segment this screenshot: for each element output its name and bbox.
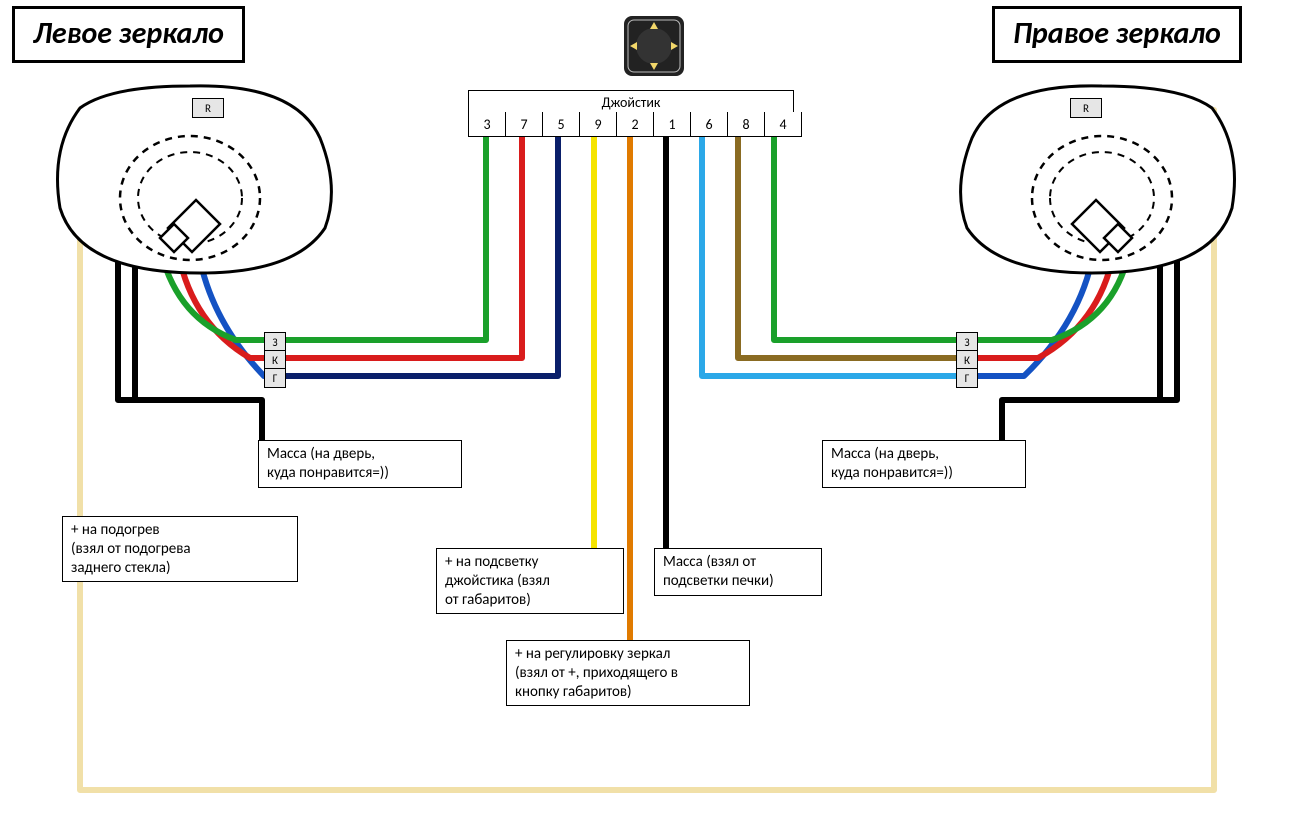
pin-6: 6 (691, 112, 728, 137)
wire-pin8-brown-right (738, 136, 976, 358)
heater-label: R (1083, 102, 1089, 115)
heater-label: R (205, 102, 211, 115)
note-line: + на регулировку зеркал (515, 645, 741, 664)
note-line: (взял от +, приходящего в (515, 664, 741, 683)
pin-8: 8 (728, 112, 765, 137)
note-line: Масса (на дверь, (831, 445, 1017, 464)
note-line: кнопку габаритов) (515, 683, 741, 702)
wire-pin6-lblue-right (702, 136, 976, 376)
pin-9: 9 (580, 112, 617, 137)
note-line: Масса (на дверь, (267, 445, 453, 464)
left-mirror (40, 78, 340, 278)
right-heater-resistor: R (1070, 98, 1102, 118)
title-left-text: Левое зеркало (33, 15, 224, 52)
pin-1: 1 (654, 112, 691, 137)
joystick-header: Джойстик (468, 90, 794, 113)
note-line: + на подогрев (71, 521, 289, 540)
connector-pin-К: К (956, 350, 978, 370)
connector-pin-З: З (956, 332, 978, 352)
note-line: от габаритов) (445, 591, 615, 610)
diagram-stage: Левое зеркало Правое зеркало Джойстик 37… (0, 0, 1298, 827)
pin-5: 5 (543, 112, 580, 137)
title-right-text: Правое зеркало (1013, 15, 1221, 52)
connector-pin-К: К (264, 350, 286, 370)
left-heater-resistor: R (192, 98, 224, 118)
joystick-pins: 375921684 (468, 112, 802, 137)
pin-3: 3 (468, 112, 506, 137)
wire-pin4-green-right (774, 136, 976, 340)
pin-7: 7 (506, 112, 543, 137)
connector-pin-Г: Г (956, 368, 978, 388)
note-left-heater: + на подогрев(взял от подогревазаднего с… (62, 516, 298, 582)
note-line: заднего стекла) (71, 559, 289, 578)
note-line: подсветки печки) (663, 572, 813, 591)
right-mirror (952, 78, 1252, 278)
connector-pin-Г: Г (264, 368, 286, 388)
note-center-mass: Масса (взял отподсветки печки) (654, 548, 822, 596)
note-line: куда понравится=)) (267, 464, 453, 483)
joystick-header-text: Джойстик (602, 94, 661, 111)
title-left-mirror: Левое зеркало (12, 6, 245, 63)
note-left-mass: Масса (на дверь,куда понравится=)) (258, 440, 462, 488)
note-line: (взял от подогрева (71, 540, 289, 559)
pin-2: 2 (617, 112, 654, 137)
note-backlight: + на подсветкуджойстика (взялот габарито… (436, 548, 624, 614)
note-line: Масса (взял от (663, 553, 813, 572)
connector-pin-З: З (264, 332, 286, 352)
note-adjust: + на регулировку зеркал(взял от +, прихо… (506, 640, 750, 706)
title-right-mirror: Правое зеркало (992, 6, 1242, 63)
note-line: + на подсветку (445, 553, 615, 572)
joystick-image (620, 12, 688, 80)
pin-4: 4 (765, 112, 802, 137)
note-line: джойстика (взял (445, 572, 615, 591)
note-line: куда понравится=)) (831, 464, 1017, 483)
note-right-mass: Масса (на дверь,куда понравится=)) (822, 440, 1026, 488)
